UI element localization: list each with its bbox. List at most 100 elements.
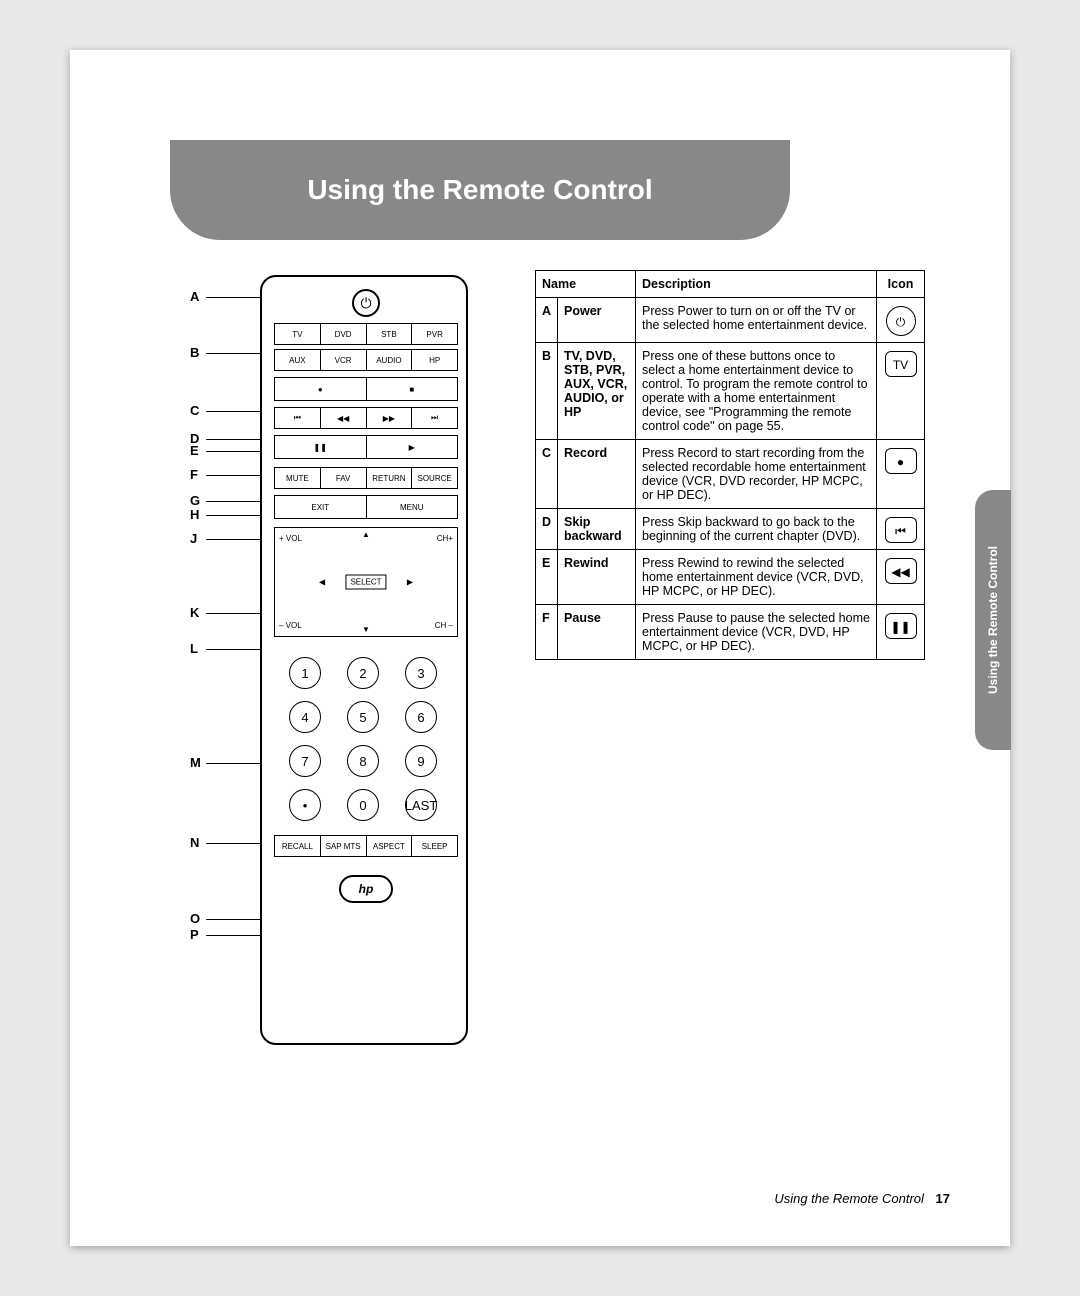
table-row: BTV, DVD, STB, PVR, AUX, VCR, AUDIO, or …: [536, 343, 925, 440]
remote-outline: ⏻ TV DVD STB PVR AUX VCR AUDIO HP ● ■: [260, 275, 468, 1045]
record-stop-row: ● ■: [274, 377, 458, 401]
button-icon: ◀◀: [885, 558, 917, 584]
row-description: Press Power to turn on or off the TV or …: [636, 298, 877, 343]
row-description: Press Record to start recording from the…: [636, 440, 877, 509]
row-icon-cell: ⏻: [877, 298, 925, 343]
row-name: Power: [558, 298, 636, 343]
row-description: Press Skip backward to go back to the be…: [636, 509, 877, 550]
device-button: PVR: [412, 323, 458, 345]
select-button: SELECT: [345, 575, 386, 590]
row-icon-cell: ◀◀: [877, 550, 925, 605]
func-row-1: MUTE FAV RETURN SOURCE: [274, 467, 458, 489]
pause-play-row: ❚❚ ▶: [274, 435, 458, 459]
callout-label: N: [190, 835, 199, 850]
row-name: Pause: [558, 605, 636, 660]
row-name: Rewind: [558, 550, 636, 605]
callout-label: H: [190, 507, 199, 522]
callout-label: C: [190, 403, 199, 418]
callout-label: O: [190, 911, 200, 926]
device-button: AUDIO: [367, 349, 413, 371]
arrow-right-icon: ▶: [407, 578, 413, 587]
button-icon: ●: [885, 448, 917, 474]
recall-button: RECALL: [274, 835, 321, 857]
chapter-header: Using the Remote Control: [170, 140, 790, 240]
skip-fwd-icon: ⏭: [412, 407, 458, 429]
number-button: 9: [405, 745, 437, 777]
callout-label: P: [190, 927, 199, 942]
table-row: ERewindPress Rewind to rewind the select…: [536, 550, 925, 605]
ff-icon: ▶▶: [367, 407, 413, 429]
nav-pad: + VOL CH+ – VOL CH – ▲ ▼ SELECT ◀ ▶: [274, 527, 458, 637]
button-icon: ⏻: [886, 306, 916, 336]
page-title: Using the Remote Control: [307, 174, 652, 206]
number-button: 5: [347, 701, 379, 733]
button-icon: ❚❚: [885, 613, 917, 639]
device-row-2: AUX VCR AUDIO HP: [274, 349, 458, 371]
number-button: 0: [347, 789, 379, 821]
sleep-button: SLEEP: [412, 835, 458, 857]
manual-page: Using the Remote Control Using the Remot…: [70, 50, 1010, 1246]
footer-section: Using the Remote Control: [774, 1191, 924, 1206]
exit-button: EXIT: [274, 495, 367, 519]
number-button: 4: [289, 701, 321, 733]
rewind-icon: ◀◀: [321, 407, 367, 429]
number-pad: 123456789•0LAST: [274, 657, 458, 821]
arrow-left-icon: ◀: [319, 578, 325, 587]
row-name: Record: [558, 440, 636, 509]
row-description: Press Pause to pause the selected home e…: [636, 605, 877, 660]
callout-label: A: [190, 289, 199, 304]
col-name: Name: [536, 271, 636, 298]
number-button: LAST: [405, 789, 437, 821]
table-row: FPausePress Pause to pause the selected …: [536, 605, 925, 660]
device-button: STB: [367, 323, 413, 345]
number-button: 2: [347, 657, 379, 689]
number-button: 1: [289, 657, 321, 689]
callout-label: K: [190, 605, 199, 620]
row-icon-cell: TV: [877, 343, 925, 440]
row-icon-cell: ⏮: [877, 509, 925, 550]
callout-label: B: [190, 345, 199, 360]
fav-button: FAV: [321, 467, 367, 489]
device-button: DVD: [321, 323, 367, 345]
row-letter: A: [536, 298, 558, 343]
device-button: AUX: [274, 349, 321, 371]
row-description: Press Rewind to rewind the selected home…: [636, 550, 877, 605]
button-icon: TV: [885, 351, 917, 377]
vol-up: + VOL: [279, 534, 302, 543]
table-row: DSkip backwardPress Skip backward to go …: [536, 509, 925, 550]
callout-label: L: [190, 641, 198, 656]
page-number: 17: [936, 1191, 950, 1206]
return-button: RETURN: [367, 467, 413, 489]
device-button: TV: [274, 323, 321, 345]
table-row: CRecordPress Record to start recording f…: [536, 440, 925, 509]
aspect-button: ASPECT: [367, 835, 413, 857]
device-button: HP: [412, 349, 458, 371]
row-icon-cell: ❚❚: [877, 605, 925, 660]
number-button: 8: [347, 745, 379, 777]
side-tab-label: Using the Remote Control: [986, 546, 1000, 694]
device-button: VCR: [321, 349, 367, 371]
hp-logo-icon: hp: [339, 875, 393, 903]
side-thumb-tab: Using the Remote Control: [975, 490, 1011, 750]
arrow-up-icon: ▲: [362, 530, 370, 539]
vol-down: – VOL: [279, 621, 302, 630]
arrow-down-icon: ▼: [362, 625, 370, 634]
remote-diagram: ⏻ TV DVD STB PVR AUX VCR AUDIO HP ● ■: [190, 275, 490, 1045]
row-letter: F: [536, 605, 558, 660]
transport-row: ⏮ ◀◀ ▶▶ ⏭: [274, 407, 458, 429]
page-footer: Using the Remote Control 17: [774, 1191, 950, 1206]
sap-mts-button: SAP MTS: [321, 835, 367, 857]
power-button-icon: ⏻: [352, 289, 380, 317]
button-description-table: Name Description Icon APowerPress Power …: [535, 270, 925, 660]
record-icon: ●: [274, 377, 367, 401]
number-button: 7: [289, 745, 321, 777]
row-letter: D: [536, 509, 558, 550]
source-button: SOURCE: [412, 467, 458, 489]
func-row-2: EXIT MENU: [274, 495, 458, 519]
bottom-func-row: RECALL SAP MTS ASPECT SLEEP: [274, 835, 458, 857]
ch-down: CH –: [435, 621, 453, 630]
row-letter: B: [536, 343, 558, 440]
callout-label: G: [190, 493, 200, 508]
callout-label: E: [190, 443, 199, 458]
number-button: 3: [405, 657, 437, 689]
